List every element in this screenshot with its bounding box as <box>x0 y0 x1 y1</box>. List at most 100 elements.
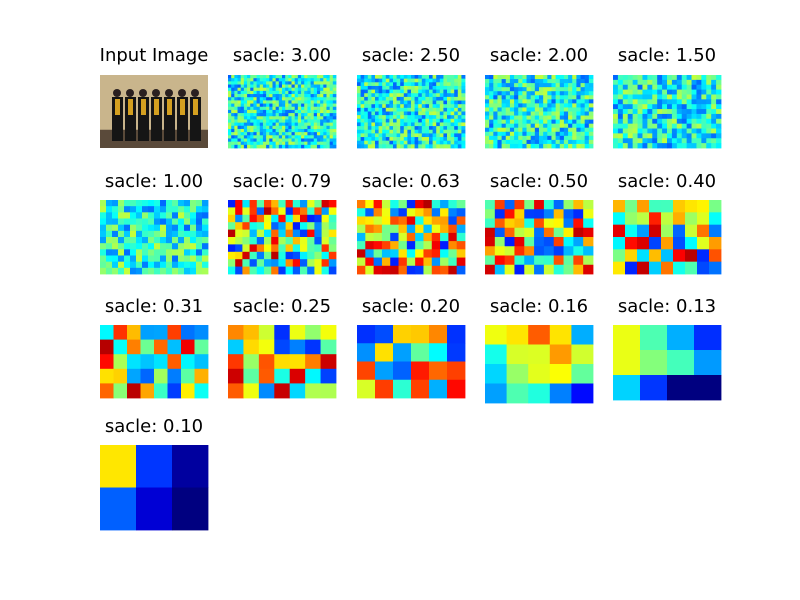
heatmap-cell <box>301 119 305 123</box>
heatmap-cell <box>242 222 250 230</box>
heatmap-cell <box>622 118 629 125</box>
heatmap-cell <box>389 104 394 109</box>
heatmap-cell <box>522 103 527 108</box>
heatmap-cell <box>291 97 296 101</box>
heatmap-cell <box>524 255 535 266</box>
heatmap-cell <box>136 230 143 238</box>
heatmap-cell <box>275 81 280 85</box>
heatmap-cell <box>112 200 119 207</box>
heatmap-cell <box>534 103 540 108</box>
heatmap-cell <box>297 94 302 98</box>
heatmap-cell <box>329 78 334 82</box>
heatmap-cell <box>563 95 569 100</box>
heatmap-cell <box>518 131 523 137</box>
heatmap-cell <box>364 137 369 142</box>
heatmap-cell <box>505 95 511 100</box>
heatmap-cell <box>364 82 369 87</box>
heatmap-cell <box>447 93 451 98</box>
heatmap-cell <box>240 84 245 89</box>
heatmap-cell <box>297 138 302 143</box>
heatmap-cell <box>657 79 663 86</box>
heatmap-cell <box>228 200 236 208</box>
heatmap-cell <box>411 129 415 134</box>
heatmap-cell <box>258 383 275 399</box>
heatmap-cell <box>389 82 394 87</box>
heatmap-cell <box>228 113 232 117</box>
heatmap-cell <box>100 368 114 384</box>
heatmap-cell <box>285 125 289 130</box>
heatmap-cell <box>580 87 586 92</box>
heatmap-cell <box>572 143 577 149</box>
heatmap-cell <box>240 97 245 101</box>
heatmap-cell <box>406 232 416 242</box>
heatmap-cell <box>505 131 511 137</box>
heatmap-cell <box>300 200 308 208</box>
heatmap-cell <box>432 85 437 90</box>
heatmap-cell <box>249 214 258 223</box>
heatmap-cell <box>514 95 519 100</box>
heatmap-cell <box>543 237 555 247</box>
heatmap-cell <box>291 122 296 127</box>
heatmap-cell <box>247 100 251 104</box>
heatmap-cell <box>323 125 327 130</box>
person-stole <box>180 99 185 115</box>
heatmap-cell <box>250 103 254 108</box>
heatmap-cell <box>142 212 149 219</box>
heatmap-cell <box>539 75 544 80</box>
heatmap-cell <box>691 89 697 95</box>
heatmap-cell <box>443 104 448 109</box>
heatmap-cell <box>100 206 107 213</box>
heatmap-cell <box>307 81 311 85</box>
heatmap-cell <box>231 106 235 111</box>
heatmap-cell <box>439 115 444 120</box>
heatmap-cell <box>291 100 296 104</box>
heatmap-cell <box>681 79 688 86</box>
heatmap-cell <box>421 104 426 109</box>
heatmap-cell <box>686 89 692 95</box>
heatmap-cell <box>403 111 408 116</box>
heatmap-cell <box>443 122 448 127</box>
heatmap-cell <box>429 96 433 101</box>
heatmap-cell <box>398 200 408 209</box>
heatmap-cell <box>307 138 311 143</box>
heatmap-cell <box>266 125 270 130</box>
heatmap-cell <box>385 140 390 145</box>
heatmap-cell <box>178 243 185 250</box>
heatmap-cell <box>285 141 289 146</box>
person-body <box>125 97 136 141</box>
heatmap-cell <box>400 144 405 149</box>
heatmap-cell <box>382 133 387 138</box>
heatmap-cell <box>304 78 308 82</box>
heatmap-cell <box>504 264 515 275</box>
heatmap-cell <box>534 119 540 125</box>
heatmap-cell <box>291 81 296 85</box>
heatmap-cell <box>136 200 143 207</box>
heatmap-cell <box>493 103 498 108</box>
heatmap-cell <box>403 137 408 142</box>
heatmap-cell <box>530 135 536 141</box>
heatmap-cell <box>584 107 590 112</box>
heatmap-cell <box>489 95 494 100</box>
heatmap-cell <box>259 75 264 79</box>
heatmap-cell <box>172 212 179 219</box>
heatmap-cell <box>307 90 311 95</box>
heatmap-cell <box>292 259 301 267</box>
heatmap-cell <box>393 122 397 127</box>
heatmap-cell <box>253 125 257 130</box>
heatmap-cell <box>375 379 394 399</box>
heatmap-cell <box>240 87 245 92</box>
heatmap-cell <box>613 224 626 238</box>
heatmap-cell <box>390 232 399 242</box>
heatmap-cell <box>262 128 267 133</box>
heatmap-cell <box>396 93 401 98</box>
heatmap-cell <box>357 325 376 344</box>
heatmap-cell <box>389 100 394 105</box>
heatmap-cell <box>652 138 658 144</box>
person-head <box>178 89 186 97</box>
heatmap-cell <box>259 97 264 101</box>
heatmap-cell <box>485 87 490 92</box>
heatmap-cell <box>275 75 280 79</box>
heatmap-cell <box>681 89 688 95</box>
heatmap-cell <box>642 104 648 110</box>
heatmap-cell <box>294 97 299 101</box>
